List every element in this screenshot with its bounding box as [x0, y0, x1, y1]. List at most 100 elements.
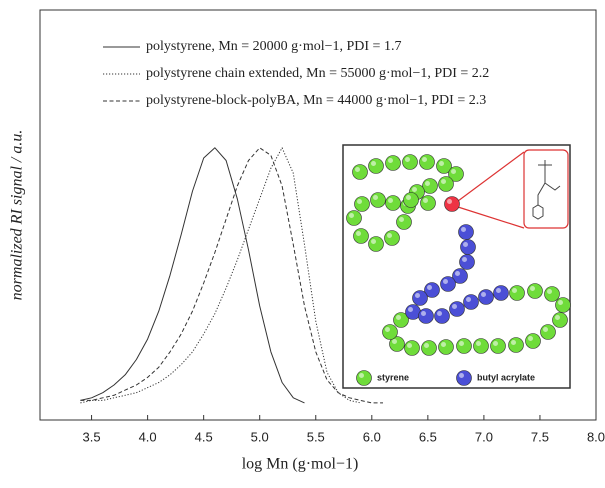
legend-label: polystyrene-block-polyBA, Mn = 44000 g·m… [146, 93, 486, 108]
bead [370, 192, 386, 208]
x-tick-label: 4.5 [195, 429, 213, 444]
bead-shine [392, 339, 397, 344]
bead [456, 338, 472, 354]
bead [412, 290, 428, 306]
x-tick-label: 5.0 [251, 429, 269, 444]
bead [421, 340, 437, 356]
bead [555, 297, 571, 313]
bead-shine [387, 233, 392, 238]
bead-shine [547, 289, 552, 294]
bead [420, 195, 436, 211]
bead-shine [349, 213, 354, 218]
bead [353, 228, 369, 244]
x-tick-label: 7.0 [475, 429, 493, 444]
bead-shine [455, 271, 460, 276]
zoom-line [457, 151, 525, 202]
bead-shine [493, 341, 498, 346]
zoom-line [457, 206, 525, 229]
bead-shine [466, 297, 471, 302]
inset-legend-label: styrene [377, 372, 409, 382]
bead [540, 324, 556, 340]
bead-shine [530, 286, 535, 291]
bead [444, 196, 460, 212]
bead [509, 285, 525, 301]
bead-shine [459, 341, 464, 346]
x-tick-label: 4.0 [139, 429, 157, 444]
bead-shine [373, 195, 378, 200]
bead-shine [558, 300, 563, 305]
bead-shine [555, 315, 560, 320]
bead-shine [421, 311, 426, 316]
bead-shine [355, 167, 360, 172]
bead [438, 339, 454, 355]
bead [525, 333, 541, 349]
bead [440, 276, 456, 292]
series-line [80, 147, 383, 404]
bead-shine [459, 373, 464, 378]
legend-label: polystyrene, Mn = 20000 g·mol−1, PDI = 1… [146, 39, 401, 54]
bead-shine [511, 340, 516, 345]
bead [478, 289, 494, 305]
bead-shine [452, 304, 457, 309]
bead [473, 338, 489, 354]
bead-shine [481, 292, 486, 297]
bead [368, 236, 384, 252]
bead [385, 155, 401, 171]
bead [552, 312, 568, 328]
bead [458, 224, 474, 240]
bead-shine [406, 195, 411, 200]
bead [403, 192, 419, 208]
bead-shine [443, 279, 448, 284]
bead-shine [388, 158, 393, 163]
bead [434, 308, 450, 324]
bead-shine [359, 373, 364, 378]
bead [449, 301, 465, 317]
bead-shine [512, 288, 517, 293]
bead [385, 195, 401, 211]
bead-shine [447, 199, 452, 204]
bead-shine [385, 327, 390, 332]
bead [402, 154, 418, 170]
bead-shine [399, 217, 404, 222]
bead [404, 340, 420, 356]
bead-shine [496, 288, 501, 293]
inset-legend-label: butyl acrylate [477, 372, 535, 382]
x-tick-label: 5.5 [307, 429, 325, 444]
bead-shine [388, 198, 393, 203]
bead [490, 338, 506, 354]
structure [532, 160, 561, 220]
bead-shine [451, 169, 456, 174]
zoom-box [523, 149, 569, 229]
bead-shine [463, 242, 468, 247]
bead-shine [357, 199, 362, 204]
bead-shine [543, 327, 548, 332]
bead [384, 230, 400, 246]
bead-shine [427, 285, 432, 290]
x-tick-label: 3.5 [83, 429, 101, 444]
bead [456, 370, 472, 386]
bead-shine [439, 161, 444, 166]
bead-shine [356, 231, 361, 236]
bead-shine [441, 342, 446, 347]
bead-shine [425, 181, 430, 186]
bead [493, 285, 509, 301]
bead-shine [408, 307, 413, 312]
bead-shine [462, 257, 467, 262]
inset-diagram: styrene butyl acrylate [342, 144, 571, 389]
x-tick-label: 7.5 [531, 429, 549, 444]
bead-shine [423, 198, 428, 203]
bead [396, 214, 412, 230]
bead [508, 337, 524, 353]
bead [463, 294, 479, 310]
bead [459, 254, 475, 270]
bead [368, 158, 384, 174]
bead-shine [415, 293, 420, 298]
bead-shine [371, 161, 376, 166]
bead-shine [407, 343, 412, 348]
x-tick-label: 6.0 [363, 429, 381, 444]
bead [346, 210, 362, 226]
series-line [80, 147, 361, 404]
bead [460, 239, 476, 255]
plot-frame [39, 9, 597, 421]
bead [405, 304, 421, 320]
